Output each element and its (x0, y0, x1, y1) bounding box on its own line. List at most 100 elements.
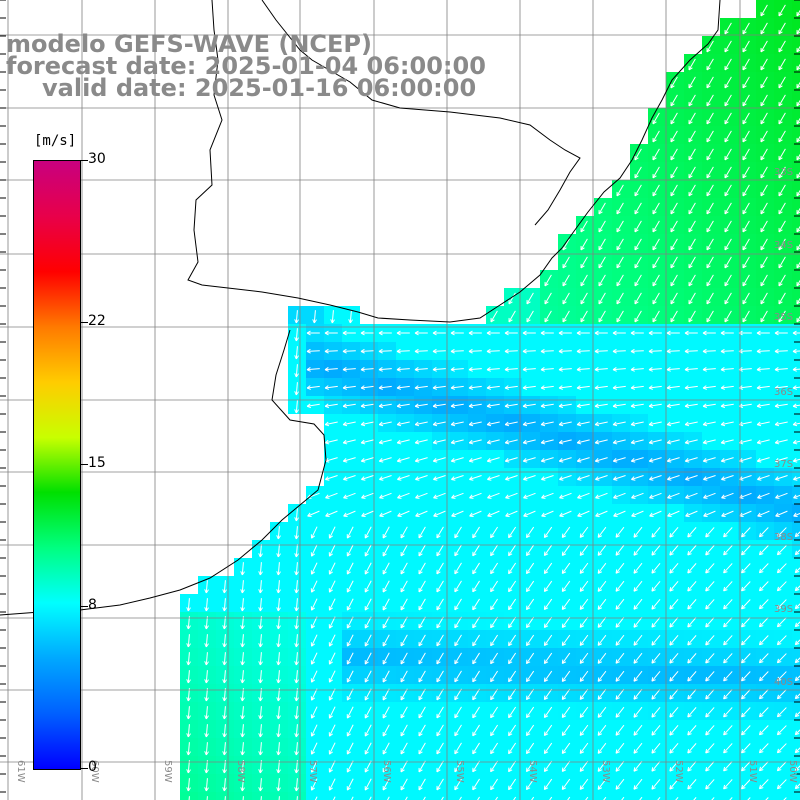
wind-cell (252, 792, 270, 800)
wind-arrow (594, 439, 608, 445)
wind-arrow (204, 724, 209, 738)
wind-arrow (706, 40, 714, 53)
wind-arrow (543, 580, 553, 593)
wind-arrow (414, 439, 428, 445)
wind-arrow (776, 563, 787, 574)
wind-arrow (526, 310, 534, 323)
wind-arrow (454, 760, 462, 773)
wind-arrow (651, 706, 661, 718)
colorbar-tick-label: 22 (88, 313, 106, 330)
wind-arrow (472, 760, 480, 773)
wind-arrow (669, 563, 679, 574)
wind-arrow (705, 671, 715, 682)
wind-arrow (705, 545, 715, 556)
wind-cell (792, 594, 800, 612)
wind-arrow (258, 544, 263, 558)
wind-arrow (310, 670, 318, 683)
wind-cell (792, 630, 800, 648)
wind-arrow (576, 385, 590, 390)
wind-arrow (486, 421, 500, 427)
wind-arrow (684, 348, 698, 354)
wind-arrow (760, 112, 768, 125)
wind-direction-arrows (186, 4, 800, 800)
wind-arrow (687, 725, 697, 736)
wind-arrow (222, 778, 227, 792)
wind-arrow (706, 58, 714, 71)
wind-arrow (294, 508, 299, 522)
longitude-label: 55W (454, 760, 465, 783)
wind-arrow (526, 544, 535, 557)
wind-arrow (577, 510, 590, 518)
wind-arrow (310, 526, 318, 539)
wind-arrow (705, 527, 715, 538)
wind-arrow (702, 421, 716, 427)
wind-arrow (468, 457, 482, 463)
wind-arrow (346, 562, 354, 575)
wind-arrow (687, 599, 697, 610)
wind-arrow (450, 348, 464, 354)
wind-cell (792, 234, 800, 252)
wind-arrow (432, 439, 446, 445)
wind-arrow (240, 778, 245, 792)
wind-arrow (504, 330, 518, 336)
wind-arrow (666, 439, 680, 445)
wind-arrow (778, 76, 786, 89)
wind-arrow (276, 706, 281, 720)
wind-arrow (558, 330, 572, 336)
wind-arrow (758, 563, 769, 574)
wind-arrow (454, 526, 462, 539)
wind-arrow (526, 706, 535, 719)
wind-arrow (720, 385, 734, 390)
wind-arrow (669, 743, 679, 754)
wind-arrow (597, 544, 607, 556)
wind-cell (792, 36, 800, 54)
wind-arrow (204, 598, 209, 612)
wind-arrow (432, 385, 446, 390)
wind-arrow (328, 544, 336, 557)
wind-arrow (723, 599, 733, 610)
wind-cell (792, 720, 800, 738)
wind-arrow (342, 421, 356, 427)
wind-arrow (612, 457, 626, 463)
wind-arrow (294, 400, 299, 414)
wind-arrow (758, 635, 769, 646)
wind-cell (360, 792, 378, 800)
wind-arrow (472, 562, 480, 575)
wind-cell (594, 792, 612, 800)
wind-arrow (561, 634, 571, 646)
wind-arrow (612, 403, 626, 409)
wind-arrow (597, 634, 607, 646)
wind-cell (378, 792, 396, 800)
wind-arrow (783, 797, 787, 800)
wind-arrow (378, 348, 392, 354)
wind-arrow (310, 652, 318, 665)
wind-arrow (597, 706, 607, 718)
wind-arrow (741, 779, 751, 790)
wind-arrow (522, 367, 536, 372)
wind-arrow (792, 348, 800, 354)
wind-arrow (688, 220, 696, 233)
wind-arrow (450, 403, 464, 409)
wind-arrow (648, 348, 662, 354)
wind-arrow (540, 385, 554, 390)
wind-arrow (328, 598, 336, 611)
wind-cell (540, 792, 558, 800)
wind-arrow (561, 616, 571, 628)
wind-cell (792, 648, 800, 666)
wind-arrow (774, 348, 788, 354)
wind-arrow (364, 760, 372, 773)
wind-arrow (774, 457, 788, 463)
wind-arrow (598, 274, 606, 287)
wind-arrow (378, 457, 392, 463)
wind-arrow (294, 724, 299, 738)
wind-arrow (508, 634, 517, 647)
wind-arrow (382, 580, 390, 593)
wind-arrow (705, 707, 715, 718)
wind-arrow (648, 367, 662, 372)
longitude-label: 50W (787, 760, 798, 783)
wind-arrow (630, 330, 644, 336)
wind-arrow (756, 385, 770, 390)
wind-arrow (741, 545, 751, 556)
colorbar-tick-mark (80, 464, 88, 465)
wind-arrow (776, 527, 787, 538)
